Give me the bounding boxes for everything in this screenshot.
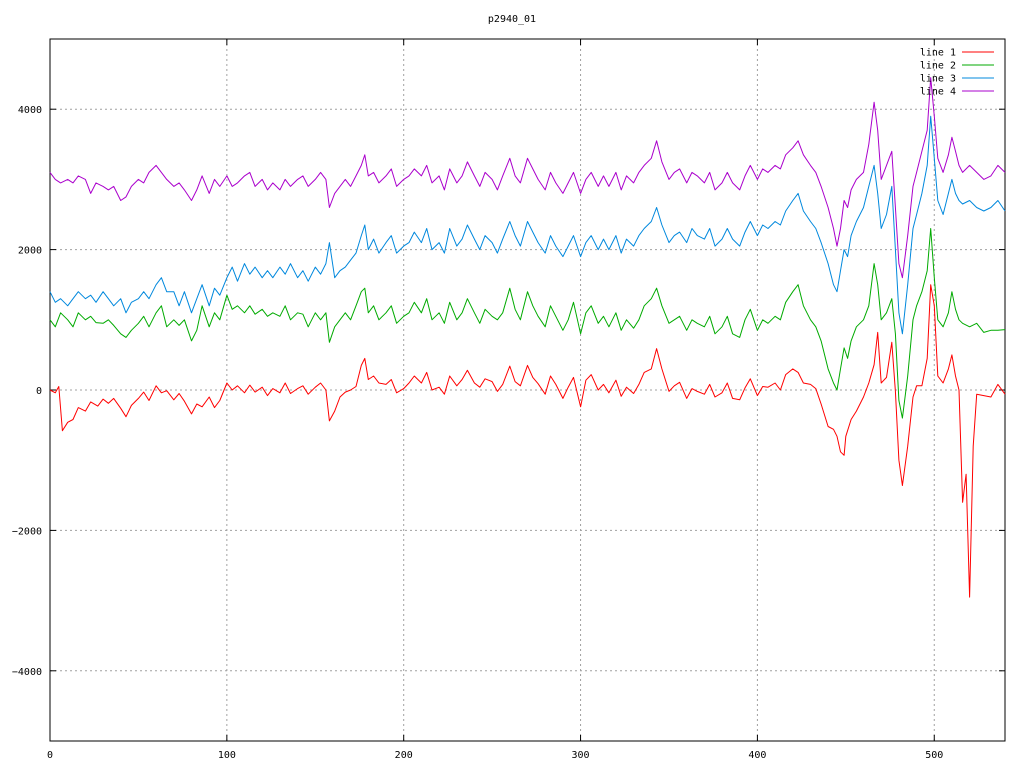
tick-layer: 0 100 200 300 400 500 −4000 −2000 0 2000 4000 xyxy=(12,39,1005,761)
legend-label: line 4 xyxy=(920,87,956,98)
series-line-4 xyxy=(49,77,1006,279)
x-tick-label: 300 xyxy=(572,750,590,761)
y-tick-label: −2000 xyxy=(12,526,42,537)
chart-title: p2940_01 xyxy=(488,14,536,25)
legend: line 1 line 2 line 3 line 4 xyxy=(920,48,994,98)
legend-label: line 1 xyxy=(920,48,956,59)
y-tick-label: 4000 xyxy=(18,105,42,116)
legend-label: line 2 xyxy=(920,61,956,72)
series-line-1 xyxy=(49,284,1006,598)
y-tick-label: 2000 xyxy=(18,246,42,257)
legend-label: line 3 xyxy=(920,74,956,85)
y-tick-label: −4000 xyxy=(12,667,42,678)
grid-layer xyxy=(50,39,1005,741)
x-tick-label: 400 xyxy=(748,750,766,761)
series-line-3 xyxy=(49,115,1006,335)
series-layer xyxy=(49,77,1006,598)
series-line-2 xyxy=(49,228,1006,419)
x-tick-label: 0 xyxy=(47,750,53,761)
y-tick-label: 0 xyxy=(36,386,42,397)
x-tick-label: 500 xyxy=(925,750,943,761)
x-tick-label: 100 xyxy=(218,750,236,761)
x-tick-label: 200 xyxy=(395,750,413,761)
